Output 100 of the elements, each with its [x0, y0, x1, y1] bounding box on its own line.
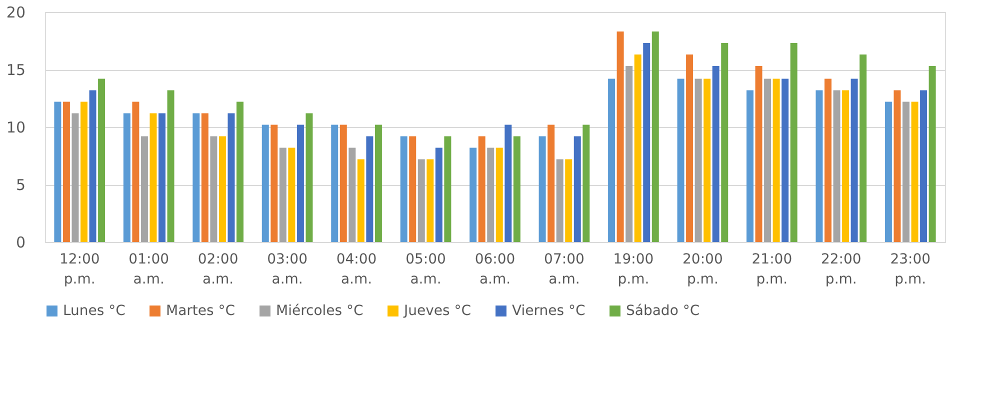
x-tick-label: 12:00 p.m. [59, 252, 100, 288]
y-tick-label: 10 [6, 118, 26, 136]
bar [911, 102, 918, 242]
bar [487, 148, 494, 242]
bar [296, 124, 304, 242]
legend-label: Martes °C [166, 303, 236, 319]
legend-label: Sábado °C [626, 303, 700, 319]
bar [262, 124, 269, 242]
bar [348, 148, 356, 242]
bar [842, 90, 850, 242]
bar [270, 124, 278, 242]
legend-label: Lunes °C [63, 303, 126, 319]
x-tick-label: 04:00 a.m. [336, 252, 377, 288]
bar [80, 102, 88, 242]
bar [357, 159, 364, 242]
bar [574, 136, 581, 242]
bar [860, 54, 867, 242]
bar [504, 124, 512, 242]
bar [538, 136, 546, 242]
bar [306, 113, 313, 242]
bar [902, 102, 910, 242]
bar [513, 136, 520, 242]
bar [236, 102, 244, 242]
y-tick-label: 15 [6, 61, 26, 79]
bar [616, 32, 624, 242]
x-tick-label: 01:00 a.m. [128, 252, 170, 288]
bar [721, 43, 728, 242]
bar [374, 124, 382, 242]
bar [565, 159, 572, 242]
bar [694, 78, 702, 242]
bar [366, 136, 374, 242]
bar [478, 136, 486, 242]
bar [704, 78, 711, 242]
bar [201, 113, 208, 242]
bar [824, 78, 832, 242]
bar [150, 113, 157, 242]
legend-label: Viernes °C [512, 303, 586, 319]
bar [626, 66, 633, 242]
bar [72, 113, 79, 242]
x-tick-label: 23:00 p.m. [890, 252, 931, 288]
bar [123, 113, 130, 242]
bar [470, 148, 477, 242]
bar [340, 124, 347, 242]
bar [228, 113, 235, 242]
bar [772, 78, 780, 242]
bar [409, 136, 416, 242]
bar [496, 148, 503, 242]
bar [62, 102, 70, 242]
bar [288, 148, 296, 242]
bar [833, 90, 840, 242]
x-tick-label: 05:00 a.m. [406, 252, 446, 288]
bar [218, 136, 226, 242]
bar [884, 102, 892, 242]
bar [400, 136, 408, 242]
bar [556, 159, 564, 242]
y-tick-label: 0 [16, 234, 26, 252]
x-tick-label: 02:00 a.m. [198, 252, 238, 288]
x-tick-label: 06:00 a.m. [474, 252, 516, 288]
bar [755, 66, 762, 242]
bar [686, 54, 694, 242]
bar [158, 113, 166, 242]
bar [634, 54, 642, 242]
bar [435, 148, 442, 242]
bar [98, 78, 106, 242]
bar [167, 90, 174, 242]
bar [677, 78, 684, 242]
bar [850, 78, 858, 242]
bar [746, 90, 754, 242]
y-tick-label: 5 [16, 176, 26, 194]
bar [582, 124, 590, 242]
bar [894, 90, 901, 242]
bar [444, 136, 452, 242]
bar [426, 159, 434, 242]
x-tick-label: 20:00 p.m. [682, 252, 723, 288]
bar [331, 124, 338, 242]
x-tick-label: 03:00 a.m. [267, 252, 308, 288]
bar [279, 148, 286, 242]
bar [210, 136, 218, 242]
bar [643, 43, 650, 242]
legend-label: Miércoles °C [276, 303, 364, 319]
x-tick-label: 19:00 p.m. [613, 252, 654, 288]
x-tick-label: 07:00 a.m. [544, 252, 584, 288]
bar [192, 113, 200, 242]
bar [89, 90, 96, 242]
bar [928, 66, 936, 242]
bar [54, 102, 62, 242]
bar [132, 102, 140, 242]
bar [140, 136, 148, 242]
bar [418, 159, 425, 242]
bar [548, 124, 555, 242]
bar [608, 78, 616, 242]
x-tick-label: 21:00 p.m. [752, 252, 792, 288]
bar [712, 66, 720, 242]
bar [764, 78, 772, 242]
legend-label: Jueves °C [403, 303, 472, 319]
bar [782, 78, 789, 242]
y-tick-label: 20 [6, 4, 26, 22]
bar [652, 32, 659, 242]
bar [790, 43, 798, 242]
bar [920, 90, 928, 242]
